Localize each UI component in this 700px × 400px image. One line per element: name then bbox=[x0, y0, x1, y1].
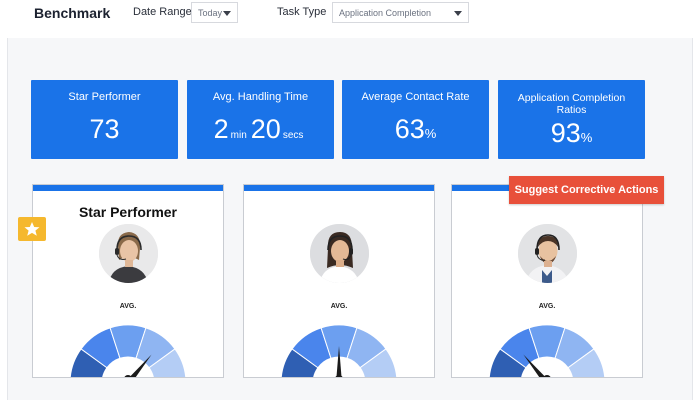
gauge-hub bbox=[543, 375, 551, 377]
stat-number: 63 bbox=[394, 114, 425, 144]
stat-number: 93 bbox=[550, 118, 581, 148]
gauge-segment bbox=[359, 348, 398, 377]
gauge-chart bbox=[488, 324, 606, 377]
page-title: Benchmark bbox=[34, 5, 111, 21]
stat-seconds: 20 bbox=[250, 114, 281, 144]
stat-minutes-unit: min bbox=[230, 130, 247, 141]
star-badge[interactable] bbox=[18, 217, 46, 241]
stat-minutes: 2 bbox=[213, 114, 229, 144]
suggest-corrective-actions-button[interactable]: Suggest Corrective Actions bbox=[509, 176, 664, 204]
task-type-value: Application Completion bbox=[339, 8, 432, 18]
stat-value: 73 bbox=[89, 114, 120, 144]
card-accent-bar bbox=[244, 185, 434, 191]
stat-unit: % bbox=[424, 126, 437, 141]
gauge-hub bbox=[335, 375, 343, 377]
card-accent-bar bbox=[33, 185, 223, 191]
date-range-label: Date Range bbox=[133, 6, 192, 18]
gauge-chart bbox=[69, 324, 187, 377]
gauge-needle bbox=[336, 346, 342, 377]
date-range-select[interactable]: Today bbox=[191, 2, 238, 23]
stat-seconds-unit: secs bbox=[282, 130, 304, 141]
stat-label: Avg. Handling Time bbox=[212, 91, 309, 103]
card-title: Star Performer bbox=[78, 204, 178, 220]
task-type-select[interactable]: Application Completion bbox=[332, 2, 469, 23]
avatar bbox=[310, 224, 369, 283]
stat-card-completion-ratio: Application Completion Ratios 93% bbox=[498, 80, 645, 159]
stat-card-star-performer: Star Performer 73 bbox=[31, 80, 178, 159]
task-type-label: Task Type bbox=[277, 6, 327, 18]
stat-unit: % bbox=[580, 130, 593, 145]
avatar bbox=[518, 224, 577, 283]
stat-label: Application Completion Ratios bbox=[517, 92, 626, 116]
stat-value: 63% bbox=[342, 114, 489, 149]
caret-down-icon bbox=[223, 11, 231, 16]
performer-card-1[interactable]: Star Performer AVG. bbox=[32, 184, 224, 378]
gauge-segment bbox=[567, 348, 606, 377]
avg-label: AVG. bbox=[330, 303, 348, 310]
gauge-chart bbox=[280, 324, 398, 377]
gauge-hub bbox=[124, 375, 132, 377]
avg-label: AVG. bbox=[538, 303, 556, 310]
stat-card-handling-time: Avg. Handling Time 2 min 20 secs bbox=[187, 80, 334, 159]
avatar bbox=[99, 224, 158, 283]
performer-card-3[interactable]: AVG. bbox=[451, 184, 643, 378]
avg-label: AVG. bbox=[119, 303, 137, 310]
performer-card-2[interactable]: AVG. bbox=[243, 184, 435, 378]
stat-label: Star Performer bbox=[68, 91, 141, 103]
caret-down-icon bbox=[454, 11, 462, 16]
stat-value: 2 min 20 secs bbox=[187, 114, 334, 151]
star-icon bbox=[24, 222, 40, 236]
stat-value: 93% bbox=[498, 118, 645, 153]
stat-label: Average Contact Rate bbox=[361, 91, 470, 103]
stat-card-contact-rate: Average Contact Rate 63% bbox=[342, 80, 489, 159]
gauge-segment bbox=[148, 348, 187, 377]
date-range-value: Today bbox=[198, 8, 223, 18]
